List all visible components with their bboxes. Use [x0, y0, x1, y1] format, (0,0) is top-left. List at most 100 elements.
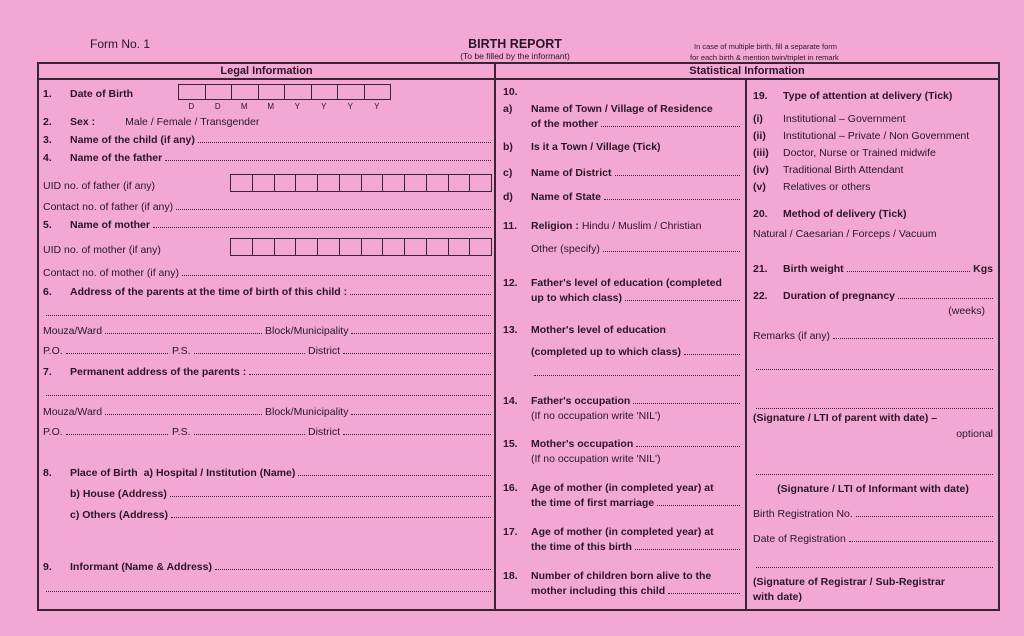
place-of-birth-others-field-entry-line[interactable]: [171, 517, 491, 518]
registrar-signature-line[interactable]: [753, 557, 993, 571]
date-of-birth-digit-box[interactable]: [310, 84, 338, 100]
uid-mother-digit-box[interactable]: [317, 238, 340, 256]
remarks-field-entry-line[interactable]: [833, 338, 993, 339]
date-of-birth-digit-box[interactable]: [337, 84, 365, 100]
town-village-line-2[interactable]: of the mother: [531, 116, 740, 130]
current-address-field[interactable]: 6. Address of the parents at the time of …: [43, 284, 491, 298]
date-of-birth-digit-box[interactable]: [284, 84, 312, 100]
pregnancy-duration-field-entry-line[interactable]: [898, 298, 993, 299]
uid-mother-digit-box[interactable]: [425, 238, 449, 256]
permanent-district-field-entry-line[interactable]: [343, 434, 491, 435]
informant-signature-line[interactable]: [753, 464, 993, 478]
uid-mother-digit-box[interactable]: [469, 238, 492, 256]
uid-mother-digit-box[interactable]: [404, 238, 427, 256]
mother-occupation-field[interactable]: 15. Mother's occupation: [503, 436, 740, 450]
registrar-signature-line-entry-line[interactable]: [756, 567, 993, 568]
mother-name-field-entry-line[interactable]: [152, 227, 491, 228]
uid-father-digit-box[interactable]: [230, 174, 253, 192]
remarks-line-2-entry-line[interactable]: [756, 369, 993, 370]
father-education-field-entry-line[interactable]: [625, 300, 740, 301]
uid-father-digit-box[interactable]: [273, 174, 297, 192]
place-of-birth-house-field[interactable]: b) House (Address): [70, 486, 491, 500]
uid-mother-digit-box[interactable]: [360, 238, 384, 256]
permanent-address-line-2-entry-line[interactable]: [46, 395, 491, 396]
uid-mother-digit-box[interactable]: [251, 238, 275, 256]
child-name-field[interactable]: 3. Name of the child (if any): [43, 132, 491, 146]
uid-mother-digit-box[interactable]: [338, 238, 362, 256]
state-name-field[interactable]: d) Name of State: [503, 189, 740, 203]
children-born-field[interactable]: mother including this child: [531, 583, 740, 597]
uid-father-digit-box[interactable]: [360, 174, 384, 192]
parent-signature-line[interactable]: [753, 398, 993, 412]
district-name-field-entry-line[interactable]: [614, 175, 740, 176]
current-district-field[interactable]: District: [308, 343, 491, 357]
town-village-line-2-entry-line[interactable]: [601, 126, 740, 127]
permanent-ps-field-entry-line[interactable]: [193, 434, 305, 435]
place-of-birth-hospital-field-entry-line[interactable]: [298, 475, 491, 476]
pregnancy-duration-field[interactable]: 22. Duration of pregnancy: [753, 288, 993, 302]
uid-father-digit-box[interactable]: [295, 174, 318, 192]
date-of-birth-digit-box[interactable]: [231, 84, 259, 100]
contact-mother-field-entry-line[interactable]: [181, 275, 491, 276]
permanent-ps-field[interactable]: P.S.: [172, 424, 305, 438]
permanent-po-field-entry-line[interactable]: [65, 434, 168, 435]
uid-mother-digit-box[interactable]: [273, 238, 297, 256]
religion-other-field-entry-line[interactable]: [602, 251, 740, 252]
permanent-mouza-field-entry-line[interactable]: [105, 414, 262, 415]
remarks-line-2[interactable]: [753, 359, 993, 373]
informant-field-entry-line[interactable]: [214, 569, 491, 570]
registration-date-field[interactable]: Date of Registration: [753, 531, 993, 545]
father-occupation-field[interactable]: 14. Father's occupation: [503, 393, 740, 407]
uid-mother-digit-box[interactable]: [230, 238, 253, 256]
birth-registration-no-field-entry-line[interactable]: [855, 516, 993, 517]
date-of-birth-digit-box[interactable]: [204, 84, 232, 100]
contact-mother-field[interactable]: Contact no. of mother (if any): [43, 265, 491, 279]
current-address-line-2[interactable]: [43, 305, 491, 319]
father-education-field[interactable]: up to which class): [531, 290, 740, 304]
permanent-district-field[interactable]: District: [308, 424, 491, 438]
current-address-line-2-entry-line[interactable]: [46, 315, 491, 316]
birth-registration-no-field[interactable]: Birth Registration No.: [753, 506, 993, 520]
uid-father-digit-box[interactable]: [251, 174, 275, 192]
permanent-address-line-2[interactable]: [43, 385, 491, 399]
uid-father-digit-box[interactable]: [317, 174, 340, 192]
informant-signature-line-entry-line[interactable]: [756, 474, 993, 475]
informant-field[interactable]: 9. Informant (Name & Address): [43, 559, 491, 573]
religion-other-field[interactable]: Other (specify): [531, 241, 740, 255]
contact-father-field[interactable]: Contact no. of father (if any): [43, 199, 491, 213]
uid-mother-digit-box[interactable]: [447, 238, 471, 256]
current-block-field-entry-line[interactable]: [351, 333, 491, 334]
permanent-mouza-field[interactable]: Mouza/Ward: [43, 404, 262, 418]
place-of-birth-others-field[interactable]: c) Others (Address): [70, 507, 491, 521]
current-po-field[interactable]: P.O.: [43, 343, 168, 357]
birth-weight-field[interactable]: 21. Birth weight Kgs: [753, 261, 993, 275]
current-mouza-field-entry-line[interactable]: [105, 333, 262, 334]
children-born-field-entry-line[interactable]: [668, 593, 740, 594]
contact-father-field-entry-line[interactable]: [176, 209, 491, 210]
date-of-birth-digit-box[interactable]: [363, 84, 391, 100]
place-of-birth-hospital-field[interactable]: 8. Place of Birth a) Hospital / Institutio…: [43, 465, 491, 479]
mother-occupation-field-entry-line[interactable]: [636, 446, 740, 447]
parent-signature-line-entry-line[interactable]: [756, 408, 993, 409]
age-first-marriage-field[interactable]: the time of first marriage: [531, 495, 740, 509]
uid-mother-digit-box[interactable]: [382, 238, 405, 256]
current-district-field-entry-line[interactable]: [343, 353, 491, 354]
father-name-field[interactable]: 4. Name of the father: [43, 150, 491, 164]
current-ps-field[interactable]: P.S.: [172, 343, 305, 357]
age-this-birth-field[interactable]: the time of this birth: [531, 539, 740, 553]
permanent-address-field[interactable]: 7. Permanent address of the parents :: [43, 364, 491, 378]
age-this-birth-field-entry-line[interactable]: [634, 549, 740, 550]
mother-education-line-2-entry-line[interactable]: [534, 375, 740, 376]
permanent-block-field-entry-line[interactable]: [351, 414, 491, 415]
current-po-field-entry-line[interactable]: [65, 353, 168, 354]
uid-father-digit-box[interactable]: [404, 174, 427, 192]
informant-line-2[interactable]: [43, 581, 491, 595]
permanent-po-field[interactable]: P.O.: [43, 424, 168, 438]
informant-line-2-entry-line[interactable]: [46, 591, 491, 592]
mother-education-line-2[interactable]: [531, 365, 740, 379]
current-ps-field-entry-line[interactable]: [193, 353, 305, 354]
place-of-birth-house-field-entry-line[interactable]: [169, 496, 491, 497]
uid-father-digit-box[interactable]: [382, 174, 405, 192]
date-of-birth-digit-box[interactable]: [257, 84, 285, 100]
district-name-field[interactable]: c) Name of District: [503, 165, 740, 179]
